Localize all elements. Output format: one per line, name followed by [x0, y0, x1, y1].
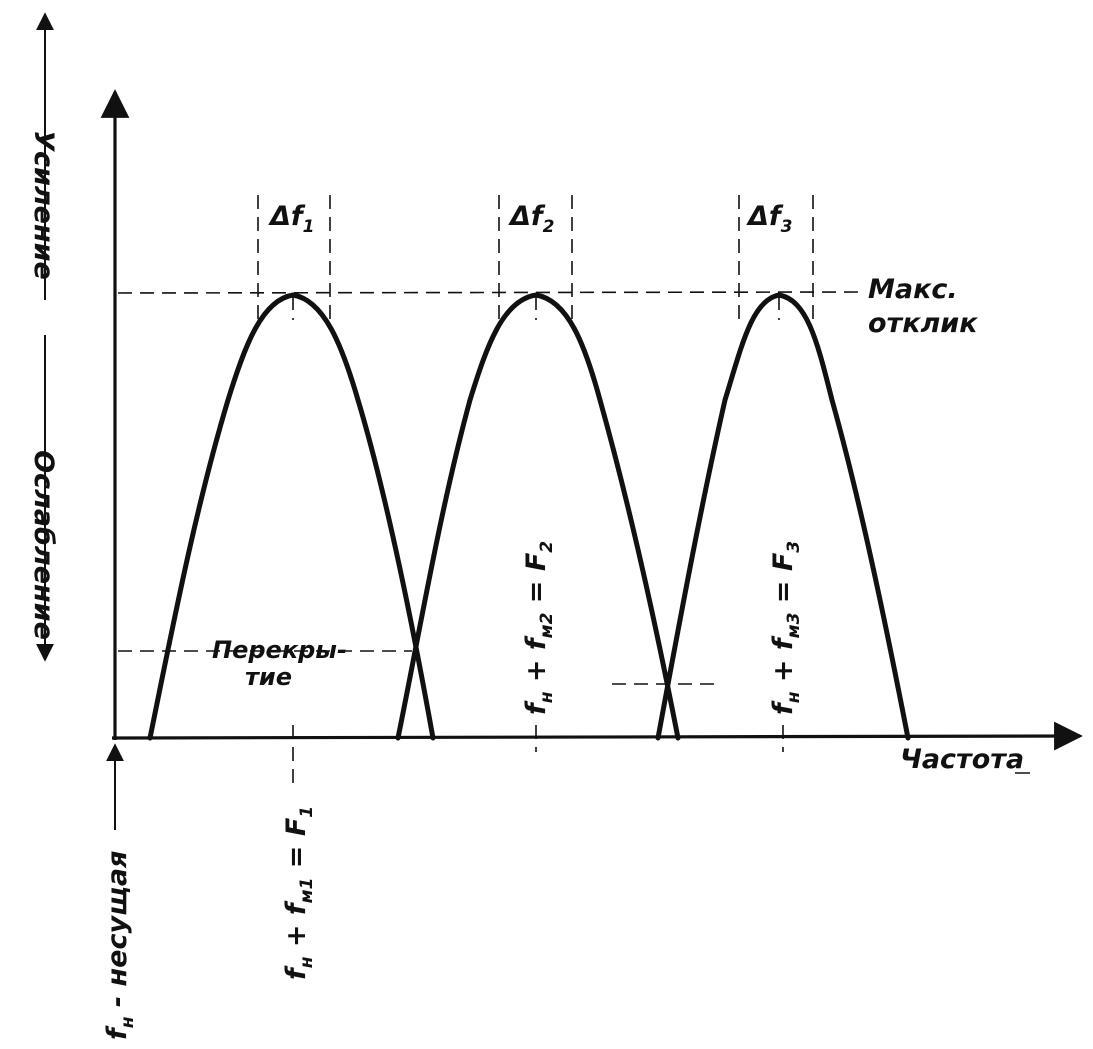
horizontal-axis: [111, 721, 1083, 751]
max-response-line: [117, 291, 861, 294]
channel-formula-1: fн + fм1 = F1: [281, 806, 317, 980]
response-curve-2: [395, 292, 681, 741]
response-curve-3: [655, 292, 911, 741]
bandwidth-label-1: Δf1: [268, 201, 315, 237]
frequency-label: Частота: [900, 744, 1024, 775]
gain-label: Усиление: [28, 130, 59, 280]
channel-formula-3: fн + fм3 = F3: [768, 541, 804, 715]
overlap-label-2: тие: [245, 663, 292, 691]
max-response-label-1: Макс.: [868, 274, 958, 305]
carrier-label: fн - несущая: [102, 851, 138, 1040]
overlap-label-1: Перекры-: [212, 636, 347, 664]
attenuation-label: Ослабление: [28, 450, 59, 640]
bandwidth-label-2: Δf2: [508, 201, 555, 237]
bandwidth-label-3: Δf3: [746, 201, 793, 237]
max-response-label-2: отклик: [868, 308, 978, 339]
response-curve-1: [147, 292, 436, 741]
channel-formula-2: fн + fм2 = F2: [521, 541, 557, 715]
